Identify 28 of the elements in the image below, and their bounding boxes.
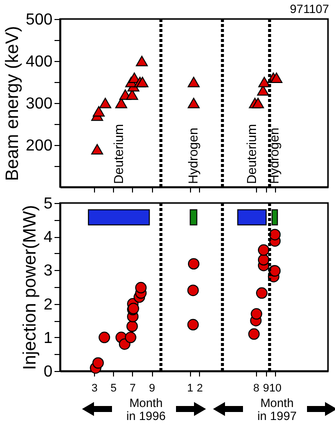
band-label: Deuterium (110, 124, 126, 184)
x-tick-label: 10 (269, 382, 282, 394)
y-tick-label: 3 (44, 262, 53, 280)
y-tick-label: 2 (44, 296, 53, 314)
band-label: Deuterium (244, 124, 259, 184)
text: 971107 (290, 2, 329, 16)
x-tick-label: 1 (187, 382, 194, 394)
y-tick-label: 5 (44, 196, 53, 212)
y-axis-title: Beam energy (keV) (2, 26, 22, 182)
x-tick-label: 8 (253, 382, 260, 394)
x-tick-label: 7 (130, 382, 136, 394)
x-tick-label: 5 (110, 382, 117, 394)
y-tick-label: 1 (44, 330, 53, 347)
x-tick-label: 9 (262, 382, 270, 394)
x-tick-label: 9 (148, 382, 156, 394)
y-tick-label: 300 (26, 96, 53, 112)
text: Month in 1996 (125, 396, 167, 423)
y-tick-label: 200 (26, 138, 53, 154)
y-axis-title: Injection power(MW) (20, 204, 40, 370)
band-label: Hydrogen (266, 128, 282, 184)
x-tick-label: 3 (91, 382, 98, 394)
x-tick-label: 2 (196, 382, 203, 394)
text: Month in 1997 (256, 396, 298, 423)
y-tick-label: 4 (44, 229, 53, 246)
y-tick-label: 0 (44, 364, 53, 380)
band-label: Hydrogen (186, 128, 201, 184)
y-tick-label: 400 (26, 54, 53, 70)
y-tick-label: 500 (26, 12, 53, 28)
